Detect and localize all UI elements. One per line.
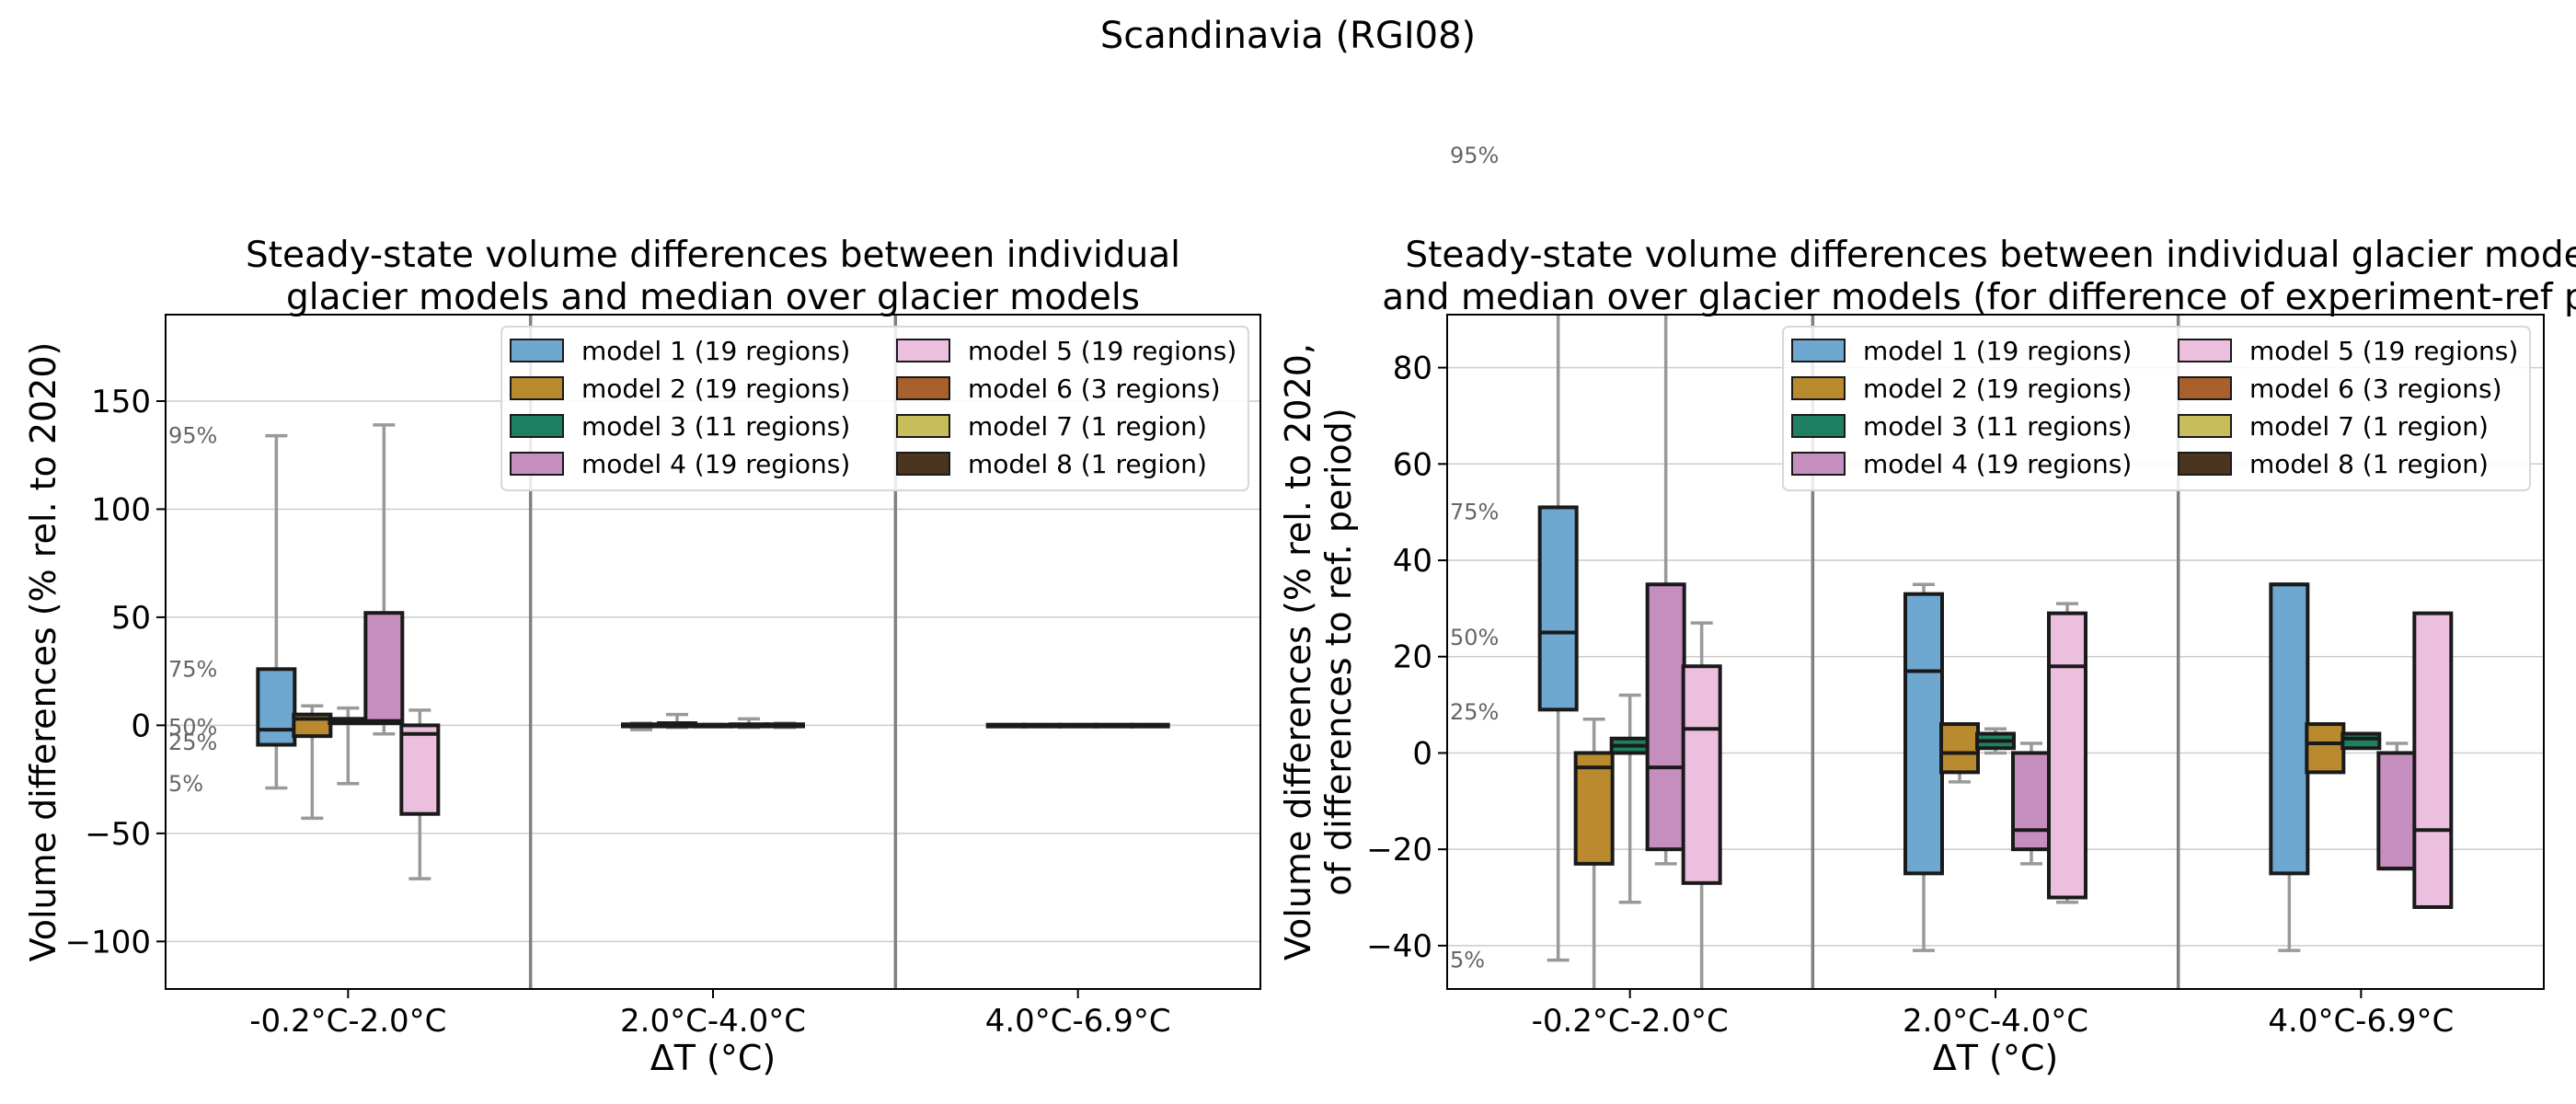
legend-label: model 8 (1 region)	[968, 449, 1207, 479]
legend-swatch	[2178, 339, 2232, 362]
percentile-label: 95%	[1450, 143, 1499, 168]
box-group	[256, 423, 1170, 880]
panel-title: Steady-state volume differences between …	[246, 235, 1180, 318]
y-tick-label: 0	[131, 707, 151, 744]
x-tick-label: 2.0°C-4.0°C	[1903, 1003, 2088, 1040]
percentile-label: 50%	[1450, 625, 1499, 650]
y-tick-label: −50	[85, 816, 151, 853]
legend-swatch	[510, 414, 564, 438]
box-model-2	[1939, 722, 1980, 775]
legend-label: model 4 (19 regions)	[581, 449, 850, 479]
x-tick-label: 4.0°C-6.9°C	[985, 1003, 1171, 1040]
box-model-1	[256, 667, 297, 747]
legend-label: model 7 (1 region)	[2249, 411, 2489, 442]
box-model-1	[2269, 582, 2310, 876]
percentile-label: 5%	[1450, 948, 1485, 973]
y-tick-label: 100	[91, 491, 151, 528]
x-tick-label: 2.0°C-4.0°C	[620, 1003, 806, 1040]
legend-label: model 6 (3 regions)	[968, 374, 1221, 404]
legend-label: model 3 (11 regions)	[1863, 411, 2132, 442]
y-tick-label: 20	[1393, 639, 1432, 676]
legend-label: model 5 (19 regions)	[968, 336, 1236, 366]
panel-title-line: Steady-state volume differences between …	[1405, 235, 2576, 276]
legend-label: model 1 (19 regions)	[1863, 336, 2132, 366]
percentile-label: 25%	[1450, 699, 1499, 725]
box-model-4	[2011, 751, 2052, 852]
panel-title-line: glacier models and median over glacier m…	[286, 277, 1140, 318]
x-tick-label: -0.2°C-2.0°C	[249, 1003, 446, 1040]
legend-swatch	[510, 339, 564, 362]
percentile-label: 5%	[168, 771, 203, 797]
box-model-1	[1903, 592, 1944, 876]
x-tick-label: 4.0°C-6.9°C	[2268, 1003, 2454, 1040]
y-tick-label: 150	[91, 384, 151, 420]
legend-swatch	[1791, 414, 1846, 438]
legend-swatch	[896, 452, 950, 476]
legend-label: model 2 (19 regions)	[1863, 374, 2132, 404]
y-tick-label: 60	[1393, 446, 1432, 483]
box-model-1	[1537, 505, 1579, 712]
legend-swatch	[896, 339, 950, 362]
percentile-label: 25%	[168, 730, 217, 755]
legend-label: model 7 (1 region)	[968, 411, 1207, 442]
legend-swatch	[2178, 452, 2232, 476]
percentile-label: 50%	[168, 715, 217, 741]
box-group	[1537, 315, 2454, 989]
box-model-3	[2340, 731, 2382, 751]
box-model-5	[2047, 611, 2087, 900]
y-tick-label: 40	[1393, 543, 1432, 580]
legend-label: model 6 (3 regions)	[2249, 374, 2502, 404]
box-model-5	[1681, 664, 1722, 885]
legend-label: model 8 (1 region)	[2249, 449, 2489, 479]
y-axis-label: Volume differences (% rel. to 2020)	[23, 342, 63, 962]
y-tick-label: −40	[1366, 928, 1432, 965]
percentile-label: 75%	[1450, 500, 1499, 525]
x-axis-label: ΔT (°C)	[650, 1038, 776, 1078]
legend-label: model 4 (19 regions)	[1863, 449, 2132, 479]
x-axis-label: ΔT (°C)	[1933, 1038, 2058, 1078]
legend-swatch	[1791, 376, 1846, 400]
panel-title-line: and median over glacier models (for diff…	[1382, 277, 2576, 318]
legend-swatch	[1791, 452, 1846, 476]
y-axis-label-line: of differences to ref. period)	[1318, 408, 1359, 895]
panel-title-line: Steady-state volume differences between …	[246, 235, 1180, 276]
legend-box	[500, 326, 1249, 491]
chart-panel-1: 95% 75% 50%25% 5% −100 −50 0 50 100 150 -0.2°C-2.0…	[23, 235, 1261, 1078]
y-axis-label: Volume differences (% rel. to 2020,of di…	[1278, 343, 1359, 960]
y-axis-label-line: Volume differences (% rel. to 2020,	[1278, 343, 1318, 960]
legend-label: model 5 (19 regions)	[2249, 336, 2518, 366]
legend-label: model 1 (19 regions)	[581, 336, 850, 366]
y-tick-label: −100	[65, 924, 151, 960]
x-tick-label: -0.2°C-2.0°C	[1532, 1003, 1729, 1040]
chart-panel-2: 95% 75% 50% 25% 5% −40 −20 0 20 40 60 80 -0.2°C-2.0°…	[1278, 143, 2576, 1078]
legend-box	[1782, 326, 2531, 491]
legend-swatch	[896, 414, 950, 438]
legend-swatch	[896, 376, 950, 400]
panel-title: Steady-state volume differences between …	[1382, 235, 2576, 318]
y-axis-label-line: Volume differences (% rel. to 2020)	[23, 342, 63, 962]
legend-label: model 3 (11 regions)	[581, 411, 850, 442]
legend-label: model 2 (19 regions)	[581, 374, 850, 404]
box-model-2	[2305, 722, 2346, 775]
y-tick-label: 80	[1393, 351, 1432, 387]
figure-title: Scandinavia (RGI08)	[1100, 15, 1476, 57]
box-model-4	[1645, 582, 1686, 852]
percentile-label: 95%	[168, 423, 217, 449]
y-tick-label: −20	[1366, 832, 1432, 868]
box-model-5	[399, 723, 441, 816]
legend-swatch	[2178, 414, 2232, 438]
legend-swatch	[2178, 376, 2232, 400]
y-tick-label: 0	[1412, 735, 1432, 772]
y-tick-label: 50	[111, 600, 151, 637]
box-model-4	[363, 611, 405, 726]
percentile-label: 75%	[168, 656, 217, 682]
legend-swatch	[510, 452, 564, 476]
box-model-2	[1573, 751, 1615, 866]
legend-swatch	[510, 376, 564, 400]
box-model-4	[2376, 751, 2418, 871]
legend-swatch	[1791, 339, 1846, 362]
box-model-5	[2412, 611, 2454, 909]
